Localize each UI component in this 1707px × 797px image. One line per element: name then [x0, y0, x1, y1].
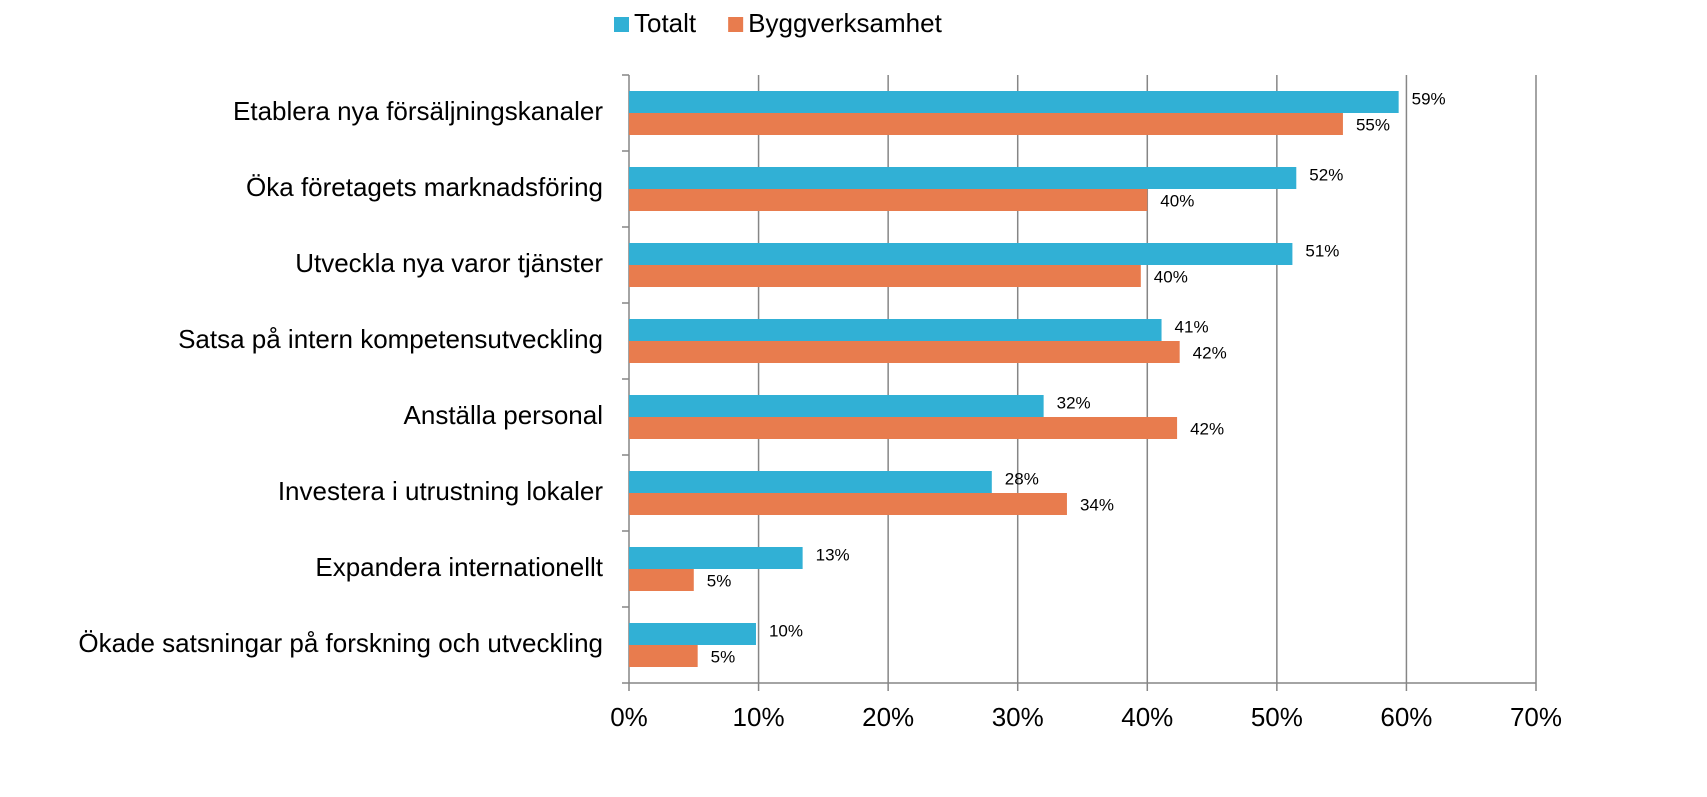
bar [629, 623, 756, 645]
data-label: 32% [1057, 393, 1091, 412]
bar [629, 395, 1044, 417]
x-tick-label: 40% [1121, 702, 1173, 732]
bar [629, 91, 1399, 113]
legend-label: Byggverksamhet [748, 8, 942, 38]
x-tick-label: 20% [862, 702, 914, 732]
data-label: 40% [1154, 267, 1188, 286]
x-tick-label: 10% [733, 702, 785, 732]
bar [629, 113, 1343, 135]
data-label: 40% [1160, 191, 1194, 210]
bar [629, 265, 1141, 287]
bar [629, 319, 1162, 341]
data-label: 42% [1193, 343, 1227, 362]
bar [629, 341, 1180, 363]
category-label: Satsa på intern kompetensutveckling [178, 324, 603, 354]
legend-label: Totalt [634, 8, 697, 38]
bar [629, 243, 1293, 265]
x-tick-label: 30% [992, 702, 1044, 732]
category-label: Investera i utrustning lokaler [278, 476, 604, 506]
x-tick-label: 70% [1510, 702, 1562, 732]
bar [629, 547, 803, 569]
bar [629, 189, 1148, 211]
category-label: Utveckla nya varor tjänster [295, 248, 603, 278]
data-label: 28% [1005, 469, 1039, 488]
data-label: 42% [1190, 419, 1224, 438]
data-label: 13% [816, 545, 850, 564]
category-label: Anställa personal [404, 400, 603, 430]
bar [629, 493, 1067, 515]
category-label: Expandera internationellt [315, 552, 603, 582]
category-label: Etablera nya försäljningskanaler [233, 96, 603, 126]
x-tick-label: 60% [1380, 702, 1432, 732]
data-label: 34% [1080, 495, 1114, 514]
data-label: 51% [1305, 241, 1339, 260]
legend-swatch [614, 17, 629, 32]
bar [629, 417, 1178, 439]
data-label: 5% [707, 571, 732, 590]
data-label: 10% [769, 621, 803, 640]
legend-swatch [728, 17, 744, 32]
bar [629, 167, 1297, 189]
bar [629, 569, 694, 591]
x-tick-label: 0% [610, 702, 648, 732]
bar [629, 645, 698, 667]
category-label: Ökade satsningar på forskning och utveck… [78, 628, 603, 658]
bar [629, 471, 992, 493]
data-label: 55% [1356, 115, 1390, 134]
data-label: 5% [711, 647, 736, 666]
data-label: 52% [1309, 165, 1343, 184]
category-label: Öka företagets marknadsföring [246, 172, 603, 202]
x-tick-label: 50% [1251, 702, 1303, 732]
data-label: 59% [1412, 89, 1446, 108]
data-label: 41% [1175, 317, 1209, 336]
